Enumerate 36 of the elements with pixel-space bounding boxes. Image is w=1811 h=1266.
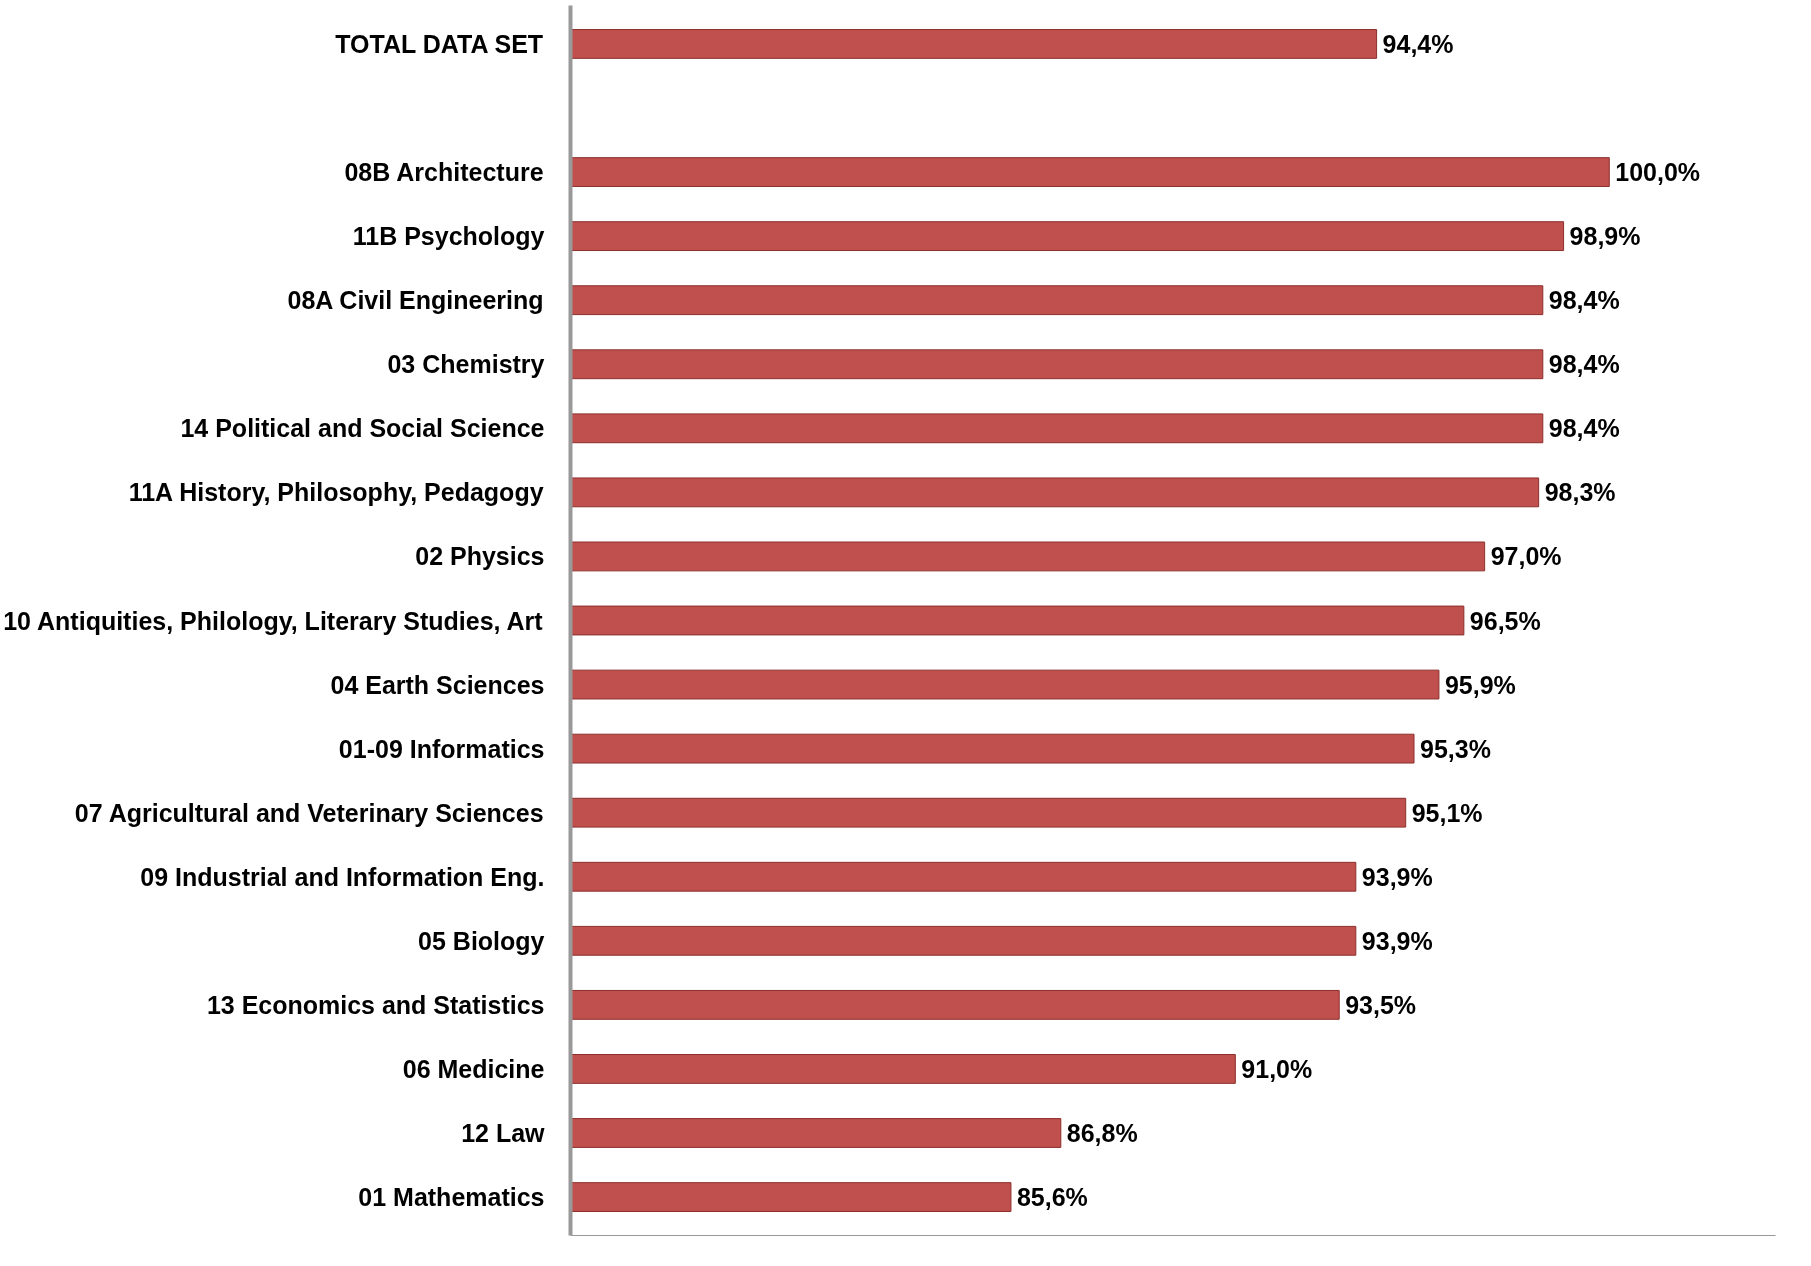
- y-tick-label: 01-09 Informatics: [338, 734, 545, 763]
- y-tick-label: 12 Law: [461, 1119, 546, 1147]
- data-label: 100,0%: [1615, 158, 1701, 187]
- data-label: 96,5%: [1469, 606, 1541, 635]
- data-label: 93,9%: [1361, 862, 1433, 891]
- y-tick-label: 03 Chemistry: [387, 350, 545, 379]
- y-tick-label: 02 Physics: [415, 542, 545, 571]
- data-label: 95,1%: [1411, 798, 1483, 827]
- data-label: 98,4%: [1548, 414, 1620, 443]
- y-tick-label: 06 Medicine: [402, 1054, 545, 1083]
- data-label: 91,0%: [1241, 1054, 1313, 1083]
- y-tick-label: 05 Biology: [418, 926, 545, 955]
- data-label: 98,3%: [1544, 478, 1616, 507]
- data-label: 98,4%: [1548, 350, 1620, 379]
- data-label: 95,9%: [1444, 670, 1516, 699]
- y-tick-label: 08A Civil Engineering: [287, 286, 544, 315]
- data-label: 98,9%: [1569, 222, 1641, 251]
- y-tick-label: TOTAL DATA SET: [335, 29, 544, 58]
- data-label: 86,8%: [1066, 1119, 1138, 1147]
- y-tick-label: 11B Psychology: [352, 222, 545, 251]
- data-label: 98,4%: [1548, 286, 1620, 315]
- data-label: 95,3%: [1420, 734, 1491, 763]
- y-tick-label: 09 Industrial and Information Eng.: [140, 862, 545, 891]
- data-label: 93,5%: [1345, 990, 1417, 1019]
- y-tick-label: 07 Agricultural and Veterinary Sciences: [74, 798, 544, 827]
- y-tick-label: 11A History, Philosophy, Pedagogy: [128, 478, 544, 507]
- data-label: 85,6%: [1016, 1183, 1088, 1212]
- data-label: 94,4%: [1382, 29, 1454, 58]
- y-tick-label: 10 Antiquities, Philology, Literary Studies, Art: [3, 606, 544, 635]
- y-tick-label: 14 Political and Social Science: [180, 414, 545, 443]
- data-label: 93,9%: [1361, 926, 1433, 955]
- y-tick-label: 01 Mathematics: [358, 1183, 545, 1212]
- y-tick-label: 13 Economics and Statistics: [206, 990, 545, 1019]
- y-tick-label: 04 Earth Sciences: [330, 670, 545, 699]
- y-tick-label: 08B Architecture: [344, 158, 544, 187]
- data-label: 97,0%: [1490, 542, 1562, 571]
